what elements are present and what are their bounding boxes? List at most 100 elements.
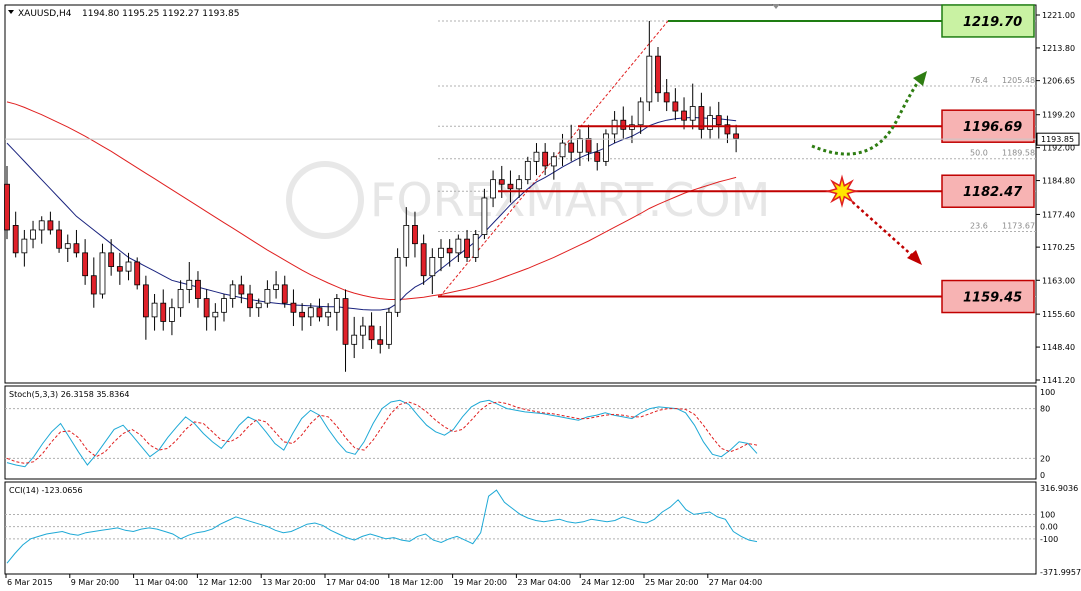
candle-bear (594, 151, 601, 162)
up-arrowhead-icon (913, 71, 927, 86)
candle-bear (585, 138, 592, 153)
candle-bear (377, 339, 384, 345)
dropdown-triangle-icon[interactable] (8, 10, 14, 14)
candle-bull (559, 142, 566, 158)
fib-value-label: 1189.58 (1002, 149, 1035, 158)
price-tick-label: 1184.80 (1042, 177, 1075, 186)
candle-bull (403, 225, 410, 258)
cci-line (6, 489, 758, 564)
candle-bull (333, 298, 340, 313)
candle-bear (446, 247, 453, 254)
candle-bear (238, 284, 245, 295)
time-tick-label: 23 Mar 04:00 (517, 578, 570, 587)
candle-bull (169, 307, 175, 322)
candle-bull (229, 284, 236, 299)
fibonacci-retracement: 76.4 1205.48 50.0 1189.58 23.6 1173.67 (438, 20, 1036, 298)
up-arrow-path (811, 75, 924, 156)
fib-value-label: 1205.48 (1002, 76, 1035, 85)
candle-bull (646, 55, 653, 103)
time-tick-label: 12 Mar 12:00 (198, 578, 251, 587)
candle-bear (507, 183, 514, 190)
level-label: 1159.45 (963, 291, 1022, 306)
cci-tick-label: 0.00 (1040, 523, 1058, 532)
fib-value-label: 1173.67 (1002, 221, 1035, 230)
candle-bull (524, 160, 531, 181)
watermark-text: FOREXMART.COM (370, 173, 770, 227)
price-tick-label: 1199.20 (1042, 111, 1075, 120)
time-tick-label: 9 Mar 20:00 (71, 578, 119, 587)
price-tick-label: 1163.00 (1042, 276, 1075, 285)
candle-bull (38, 220, 45, 231)
scroll-marker-icon[interactable] (772, 4, 780, 9)
current-price-box (1036, 132, 1080, 146)
current-price-label: 1193.85 (1041, 135, 1074, 144)
candle-bear (195, 279, 201, 299)
candle-bull (359, 325, 366, 336)
cci-tick-label: 100 (1040, 510, 1055, 519)
candle-bull (99, 252, 106, 295)
time-tick-label: 25 Mar 20:00 (645, 578, 698, 587)
forecast-arrows (811, 71, 927, 265)
ohlc-values: 1194.80 1195.25 1192.27 1193.85 (82, 9, 239, 19)
level-label: 1196.69 (963, 120, 1022, 135)
time-tick-label: 27 Mar 04:00 (709, 578, 762, 587)
chart-header: XAUUSD,H4 1194.80 1195.25 1192.27 1193.8… (8, 9, 239, 19)
stoch-tick-label: 80 (1040, 405, 1050, 414)
watermark: FOREXMART.COM (286, 161, 770, 239)
candle-bull (125, 261, 132, 272)
fib-ratio-label: 76.4 (970, 76, 988, 85)
candle-bull (550, 156, 557, 167)
candle-bear (90, 275, 97, 295)
candle-bear (56, 229, 62, 249)
time-tick-label: 19 Mar 20:00 (454, 578, 507, 587)
price-tick-label: 1192.00 (1042, 144, 1075, 153)
price-tick-label: 1170.25 (1042, 243, 1075, 252)
candle-bear (116, 266, 123, 272)
down-arrow-path (847, 197, 916, 259)
candle-bull (351, 334, 358, 345)
candle-bear (420, 243, 427, 277)
time-axis: 6 Mar 2015 9 Mar 20:00 11 Mar 04:00 12 Mar … (5, 574, 762, 587)
candle-bear (160, 302, 167, 322)
candle-bull (455, 238, 462, 254)
stochastic-indicator: 100 80 20 0 (5, 388, 1055, 480)
candle-bear (681, 110, 687, 121)
candle-bear (568, 142, 575, 153)
candle-bull (603, 133, 609, 162)
candle-bull (481, 197, 488, 235)
candle-bear (12, 225, 19, 254)
fib-ratio-label: 50.0 (970, 149, 988, 158)
cci-panel-frame (4, 481, 1037, 575)
time-tick-label: 18 Mar 12:00 (390, 578, 443, 587)
level-box (941, 279, 1035, 314)
symbol-label: XAUUSD,H4 (18, 9, 72, 19)
candle-bull (438, 247, 444, 258)
price-tick-label: 1213.80 (1042, 44, 1075, 53)
candle-bull (325, 311, 332, 318)
candle-bear (203, 298, 210, 318)
candle-bull (394, 257, 401, 313)
candle-bear (316, 307, 323, 318)
stoch-main-line (6, 399, 758, 468)
candle-bear (142, 284, 149, 318)
candle-bear (73, 243, 80, 254)
candle-bear (698, 106, 705, 130)
candle-bear (663, 92, 670, 103)
candle-bear (412, 225, 418, 245)
candle-bear (134, 261, 141, 286)
candle-bear (498, 179, 505, 185)
candle-bull (177, 289, 184, 309)
key-levels: 1219.70 1196.69 1182.47 1159.45 (438, 4, 1035, 314)
candle-bull (64, 243, 71, 249)
candle-bull (264, 289, 271, 304)
candle-bull (212, 311, 219, 318)
candle-bear (281, 284, 288, 304)
price-axis: 1221.00 1213.80 1206.65 1199.20 1192.00 1184.… (5, 11, 1080, 385)
cci-title: CCI(14) -123.0656 (9, 486, 83, 495)
candle-bear (542, 151, 549, 167)
level-box (941, 174, 1035, 208)
candle-bear (47, 220, 54, 231)
down-arrowhead-icon (907, 250, 922, 265)
stoch-panel-frame (4, 385, 1037, 480)
